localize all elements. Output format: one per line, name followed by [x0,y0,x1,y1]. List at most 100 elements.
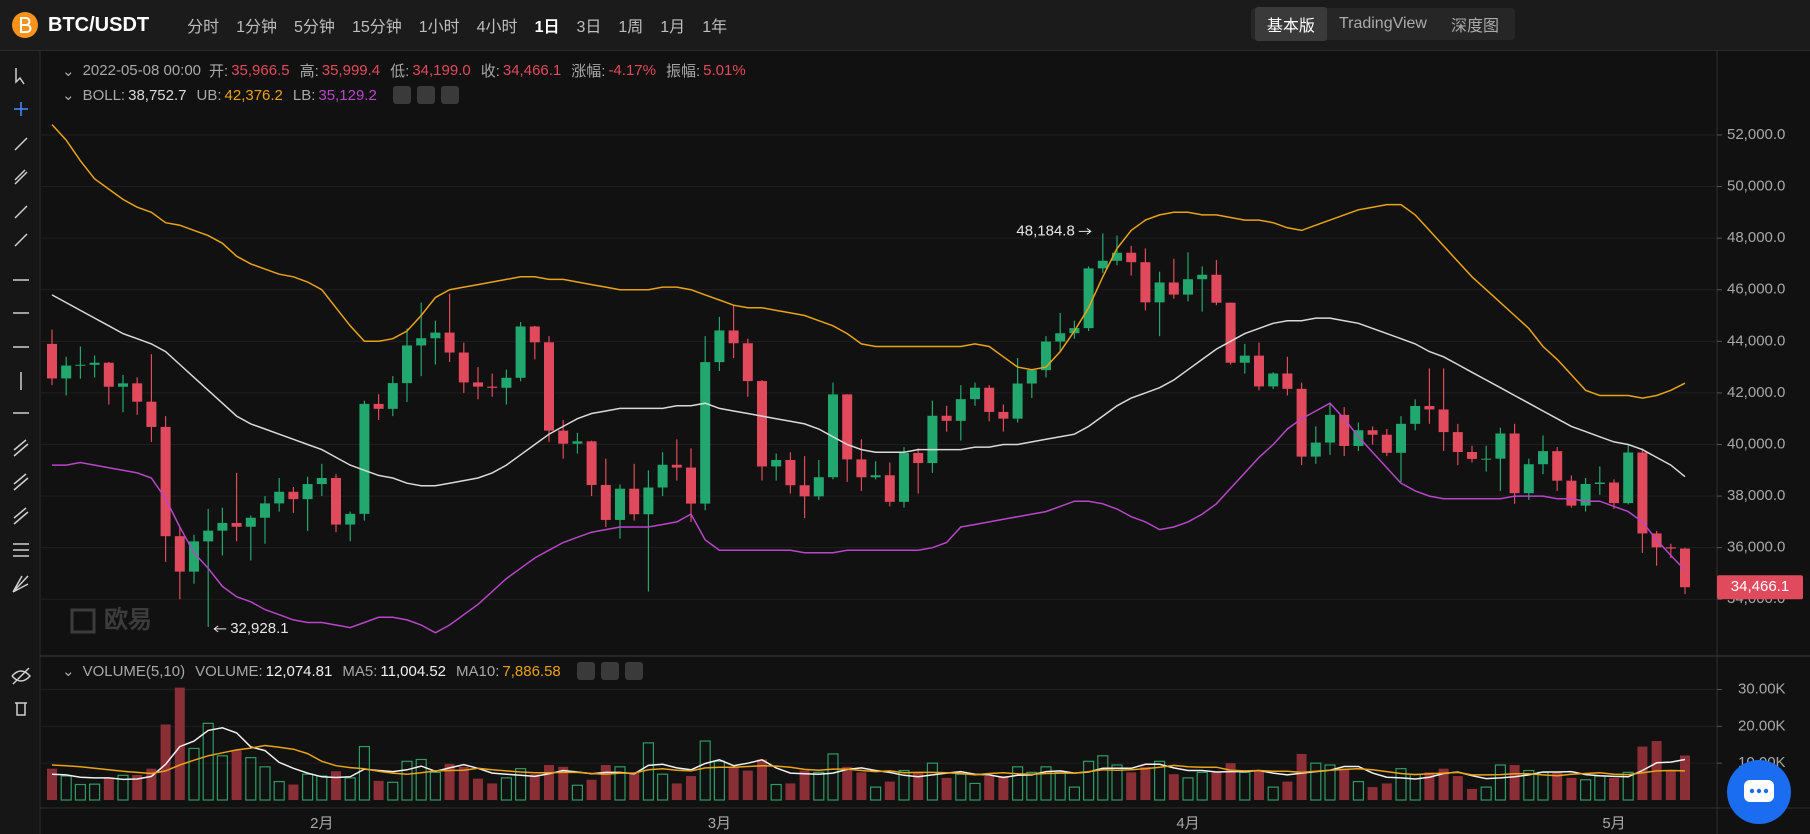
interval-option[interactable]: 3日 [576,19,602,36]
volume-bar [458,766,469,800]
interval-option[interactable]: 1年 [702,19,728,36]
cursor-tool[interactable] [15,68,25,85]
legend-value: 11,004.52 [380,662,447,680]
candle-body [870,475,881,478]
high-annotation: 48,184.8 [1016,222,1074,239]
candle-body [1310,442,1321,457]
fan-tool[interactable] [12,575,29,593]
collapse-arrow[interactable]: ⌄ [62,663,75,680]
ray-tool[interactable] [14,205,28,219]
legend-label: 低: [390,63,410,80]
candle-body [189,541,199,572]
volume-bar [500,777,512,801]
chat-dot [1749,788,1755,794]
candle-body [288,491,299,500]
candle-body [913,452,924,464]
volume-bar [160,724,171,800]
interval-option[interactable]: 4小时 [476,19,518,36]
view-mode[interactable]: TradingView [1338,15,1427,32]
volume-bar [331,771,341,800]
y-tick-label: 38,000.0 [1727,487,1785,504]
candle-body [501,377,512,388]
watermark: 欧易 [70,605,152,634]
interval-option[interactable]: 分时 [187,19,220,36]
interval-option[interactable]: 1小时 [418,19,460,36]
y-tick-label: 20.00K [1738,717,1786,734]
candle-body [785,460,796,486]
interval-option[interactable]: 5分钟 [294,19,335,36]
view-modes: 基本版 TradingView 深度图 [1250,7,1515,41]
candle-body [387,383,398,409]
volume-bar [1211,772,1222,800]
levels-tool[interactable] [13,543,29,557]
legend-value: 5.01% [703,62,746,79]
close-button[interactable] [440,86,459,104]
candle-body [970,387,980,400]
hide-tool[interactable] [11,667,32,685]
candle-body [1523,464,1534,494]
eye-button[interactable] [392,86,411,104]
volume-bar [444,763,455,800]
chat-button[interactable] [1727,760,1791,824]
volume-bar [273,780,285,801]
candle-body [728,330,739,344]
candle-body [927,415,938,464]
candle-body [1254,355,1264,387]
gann-tool[interactable] [13,473,29,491]
pitchfork-tool[interactable] [13,507,29,525]
interval-option[interactable]: 15分钟 [351,19,402,36]
volume-bar [1324,764,1336,801]
candle-body [103,362,114,387]
volume-bar [1566,777,1577,800]
volume-bar [1509,765,1520,800]
collapse-arrow[interactable]: ⌄ [62,87,75,104]
candle-body [1282,373,1293,389]
view-mode[interactable]: 深度图 [1450,18,1499,35]
volume-bar [1680,755,1690,800]
candle-body [1239,355,1250,363]
volume-bar [74,783,87,801]
candle-body [1594,482,1605,485]
volume-bar [60,775,72,801]
candle-body [686,467,696,504]
volume-bar [1140,766,1151,800]
volume-bar [1296,753,1307,800]
interval-option[interactable]: 1周 [618,19,644,36]
trend-tool[interactable] [14,233,28,247]
settings-button[interactable] [600,662,619,680]
volume-ma-line [51,727,1686,781]
interval-option[interactable]: 1日 [534,19,560,36]
interval-option[interactable]: 1月 [660,19,686,36]
candle-body [742,343,753,382]
view-mode[interactable]: 基本版 [1254,7,1327,41]
candle-body [1353,430,1364,446]
volume-bar [1494,764,1507,801]
crosshair-tool[interactable] [14,102,28,116]
volume-bar [1068,786,1081,801]
settings-button[interactable] [416,86,435,104]
left-toolbar [0,50,40,834]
line-tool[interactable] [14,137,28,151]
collapse-arrow[interactable]: ⌄ [62,62,75,80]
watermark-logo [70,608,96,634]
candle-body [1026,370,1037,384]
volume-bar [629,772,640,800]
symbol[interactable]: BTC/USDT [48,13,150,36]
candle-body [1168,282,1179,295]
channel-tool[interactable] [14,169,28,185]
delete-tool[interactable] [15,702,27,716]
close-button[interactable] [624,662,643,680]
candle-body [118,383,128,387]
volume-bar [757,759,767,800]
fib-tool[interactable] [13,439,29,457]
volume-bar [713,760,726,801]
candle-body [1339,414,1350,446]
tool-icons[interactable] [11,68,32,716]
volume-bar [544,765,554,800]
candle-body [260,503,270,518]
ohlc-legend: ⌄ 2022-05-08 00:00 开: 35,966.5 高: 35,999.4 低… [62,60,756,81]
interval-option[interactable]: 1分钟 [236,19,278,36]
volume-bar [1254,770,1264,800]
legend-label: 开: [209,63,229,80]
eye-button[interactable] [576,662,595,680]
